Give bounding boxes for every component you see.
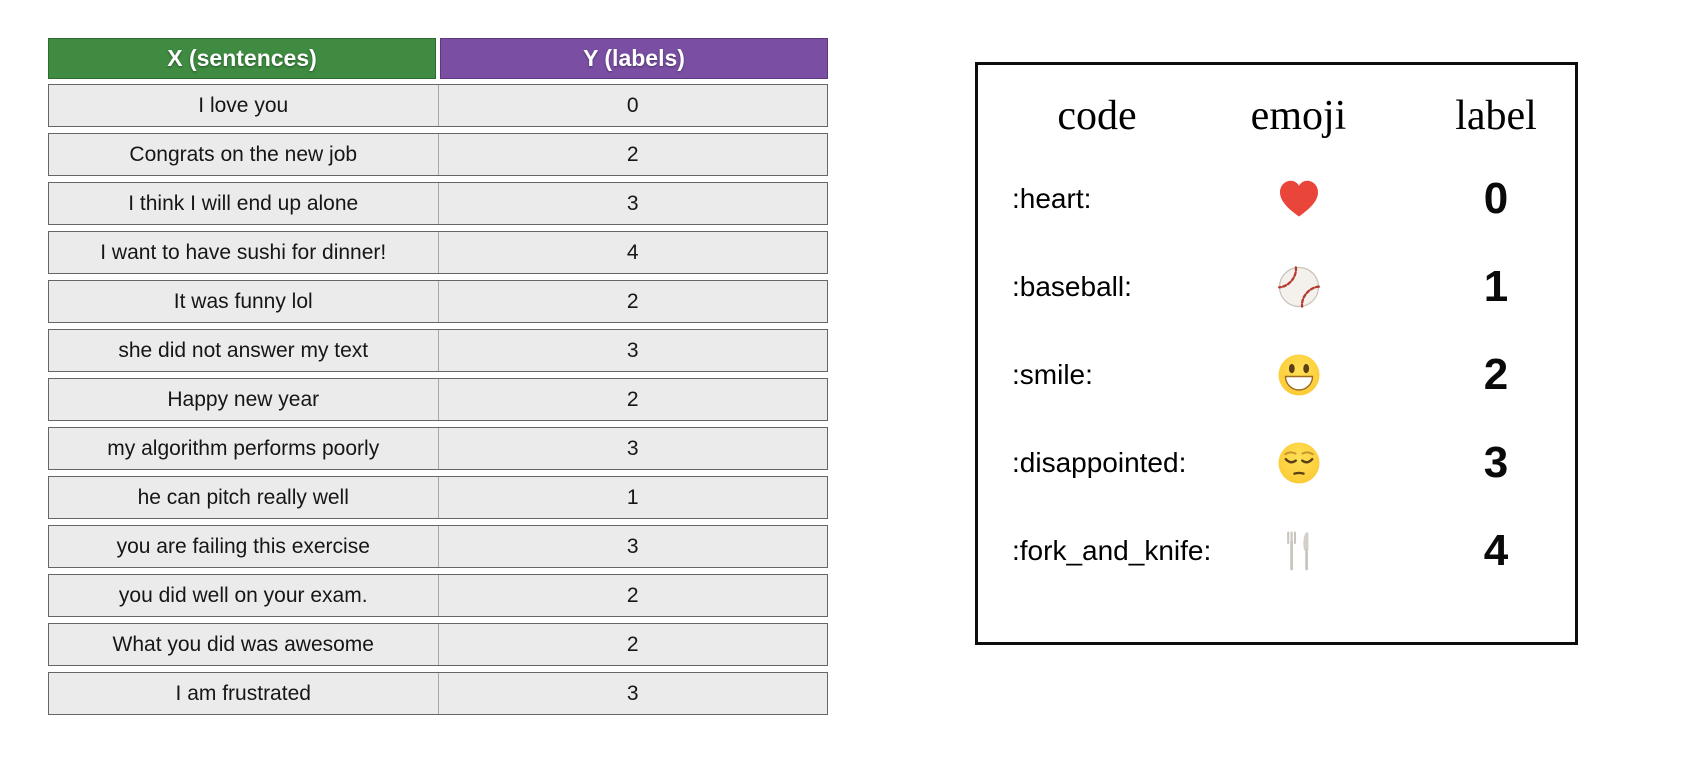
- emoji-label-number: 4: [1483, 526, 1509, 575]
- legend-header-label: label: [1455, 93, 1537, 139]
- disappointed-emoji-icon: [1216, 439, 1381, 487]
- label-cell: 2: [437, 379, 828, 420]
- sentence-cell: Happy new year: [167, 387, 320, 411]
- sentence-cell: you are failing this exercise: [116, 534, 370, 558]
- label-cell: 3: [437, 183, 828, 224]
- fork-and-knife-emoji-icon: [1216, 527, 1381, 575]
- table-row: you are failing this exercise 3: [48, 525, 828, 568]
- legend-row: :smile: 2: [978, 331, 1575, 419]
- emoji-label-number: 1: [1483, 262, 1509, 311]
- training-dataset-table: X (sentences) Y (labels) I love you 0 Cong…: [48, 38, 828, 721]
- table-row: I love you 0: [48, 84, 828, 127]
- sentence-cell: my algorithm performs poorly: [107, 436, 380, 460]
- sentence-cell: he can pitch really well: [137, 485, 349, 509]
- legend-header-emoji: emoji: [1250, 93, 1347, 139]
- emoji-code: :smile:: [1012, 359, 1093, 390]
- label-cell: 2: [437, 134, 828, 175]
- table-row: What you did was awesome 2: [48, 623, 828, 666]
- label-cell: 3: [437, 330, 828, 371]
- legend-row: :baseball: 1: [978, 243, 1575, 331]
- label-cell: 2: [437, 575, 828, 616]
- table-row: I want to have sushi for dinner! 4: [48, 231, 828, 274]
- table-row: my algorithm performs poorly 3: [48, 427, 828, 470]
- table-row: I am frustrated 3: [48, 672, 828, 715]
- label-cell: 1: [437, 477, 828, 518]
- heart-emoji-icon: [1216, 175, 1381, 223]
- sentence-cell: It was funny lol: [173, 289, 313, 313]
- sentence-cell: I love you: [198, 93, 289, 117]
- label-cell: 3: [437, 526, 828, 567]
- label-cell: 2: [437, 281, 828, 322]
- label-cell: 0: [437, 85, 828, 126]
- smile-emoji-icon: [1216, 351, 1381, 399]
- table-row: Congrats on the new job 2: [48, 133, 828, 176]
- sentence-cell: you did well on your exam.: [118, 583, 368, 607]
- baseball-emoji-icon: [1216, 263, 1381, 311]
- sentence-cell: I think I will end up alone: [128, 191, 359, 215]
- legend-header-row: code emoji label: [978, 77, 1575, 155]
- table-row: he can pitch really well 1: [48, 476, 828, 519]
- sentence-cell: she did not answer my text: [118, 338, 369, 362]
- label-cell: 3: [437, 673, 828, 714]
- sentence-cell: Congrats on the new job: [129, 142, 358, 166]
- emoji-label-number: 0: [1483, 174, 1509, 223]
- sentence-cell: I am frustrated: [175, 681, 311, 705]
- dataset-table-body: I love you 0 Congrats on the new job 2 I thi…: [48, 84, 828, 715]
- column-header-y-labels: Y (labels): [440, 38, 828, 79]
- sentence-cell: I want to have sushi for dinner!: [100, 240, 387, 264]
- legend-row: :fork_and_knife: 4: [978, 507, 1575, 595]
- legend-header-code: code: [1057, 93, 1137, 139]
- table-row: I think I will end up alone 3: [48, 182, 828, 225]
- table-row: she did not answer my text 3: [48, 329, 828, 372]
- emoji-code: :fork_and_knife:: [1012, 535, 1212, 566]
- legend-row: :disappointed: 3: [978, 419, 1575, 507]
- legend-body: :heart: 0 :baseball: 1 :smile: 2 :disappointed…: [978, 155, 1575, 595]
- emoji-code: :heart:: [1012, 183, 1092, 214]
- table-row: It was funny lol 2: [48, 280, 828, 323]
- emoji-label-number: 2: [1483, 350, 1509, 399]
- emoji-label-legend: code emoji label :heart: 0 :baseball: 1 :smi…: [975, 62, 1578, 645]
- sentence-cell: What you did was awesome: [112, 632, 374, 656]
- emoji-label-number: 3: [1483, 438, 1509, 487]
- label-cell: 2: [437, 624, 828, 665]
- column-header-x-sentences: X (sentences): [48, 38, 436, 79]
- legend-row: :heart: 0: [978, 155, 1575, 243]
- table-row: Happy new year 2: [48, 378, 828, 421]
- emoji-code: :baseball:: [1012, 271, 1132, 302]
- emoji-code: :disappointed:: [1012, 447, 1187, 478]
- label-cell: 4: [437, 232, 828, 273]
- table-row: you did well on your exam. 2: [48, 574, 828, 617]
- label-cell: 3: [437, 428, 828, 469]
- dataset-table-header: X (sentences) Y (labels): [48, 38, 828, 79]
